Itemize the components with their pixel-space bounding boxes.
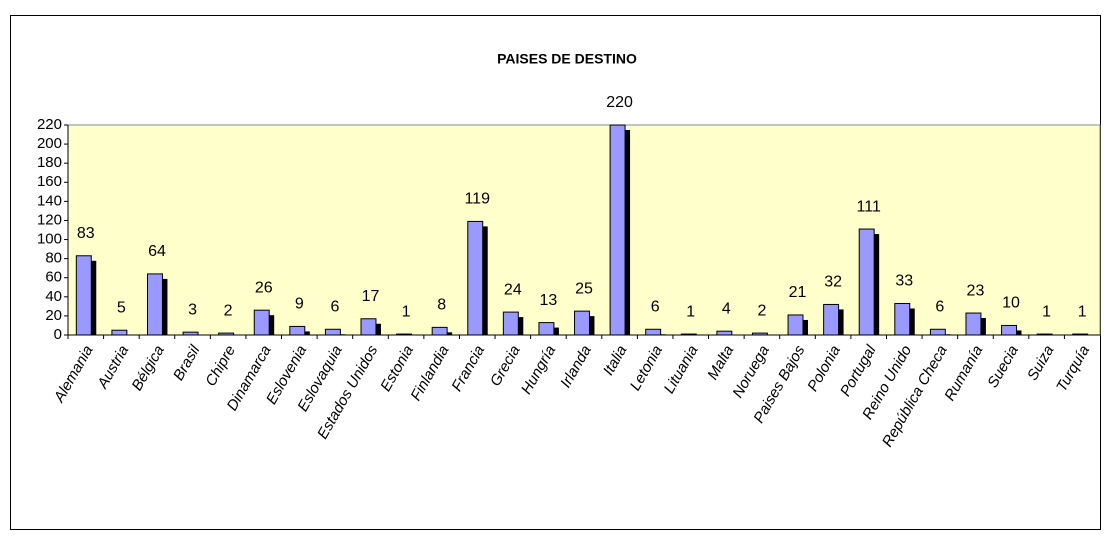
- y-tick-label: 80: [45, 250, 62, 267]
- value-label: 24: [504, 281, 522, 298]
- y-tick-label: 60: [45, 269, 62, 286]
- y-tick-label: 140: [37, 192, 62, 209]
- value-label: 6: [651, 298, 660, 315]
- value-label: 111: [857, 198, 881, 215]
- bar: [253, 309, 270, 336]
- y-tick-label: 220: [37, 116, 62, 133]
- bar: [289, 325, 306, 336]
- y-tick-label: 20: [45, 307, 62, 324]
- value-label: 2: [757, 302, 766, 319]
- value-label: 1: [402, 303, 411, 320]
- bar: [1036, 333, 1053, 336]
- y-tick-label: 100: [37, 231, 62, 248]
- y-tick-label: 160: [37, 173, 62, 190]
- value-label: 26: [255, 279, 273, 296]
- value-label: 4: [722, 300, 731, 317]
- bar: [751, 332, 768, 336]
- value-label: 32: [824, 274, 842, 291]
- value-label: 21: [789, 284, 807, 301]
- value-label: 23: [967, 282, 985, 299]
- bar: [787, 314, 804, 336]
- y-tick-label: 120: [37, 211, 62, 228]
- bar: [929, 328, 946, 336]
- value-label: 3: [188, 301, 197, 318]
- value-label: 64: [148, 243, 166, 260]
- bar: [111, 329, 128, 336]
- plot-area: [67, 124, 1101, 336]
- value-label: 6: [330, 298, 339, 315]
- y-tick-label: 200: [37, 135, 62, 152]
- bar: [965, 312, 982, 336]
- value-label: 9: [295, 296, 304, 313]
- bar: [1072, 333, 1089, 336]
- value-label: 6: [935, 298, 944, 315]
- bar: [146, 273, 163, 336]
- value-label: 119: [464, 191, 490, 208]
- value-label: 8: [437, 297, 446, 314]
- bar: [75, 255, 92, 336]
- bar: [538, 322, 555, 336]
- value-label: 1: [686, 303, 695, 320]
- bar: [218, 332, 235, 336]
- value-label: 17: [362, 288, 380, 305]
- bar: [894, 303, 911, 336]
- value-label: 5: [117, 299, 126, 316]
- value-label: 2: [224, 302, 233, 319]
- value-label: 1: [1042, 303, 1051, 320]
- value-label: 10: [1002, 295, 1020, 312]
- bar: [396, 333, 413, 336]
- y-tick-label: 0: [54, 326, 62, 343]
- bar: [823, 303, 840, 336]
- bar: [645, 328, 662, 336]
- bar: [324, 328, 341, 336]
- value-label: 13: [540, 292, 558, 309]
- y-tick-label: 180: [37, 154, 62, 171]
- value-label: 33: [895, 273, 913, 290]
- bar: [716, 330, 733, 336]
- bar: [858, 228, 875, 336]
- bar: [360, 318, 377, 336]
- bar: [182, 331, 199, 336]
- value-label: 25: [575, 280, 593, 297]
- bar: [467, 220, 484, 336]
- bar: [574, 310, 590, 336]
- value-label: 83: [77, 225, 95, 242]
- bar: [502, 311, 519, 336]
- bar: [431, 326, 448, 336]
- value-label: 1: [1078, 303, 1087, 320]
- chart-title: PAISES DE DESTINO: [497, 51, 637, 67]
- bar: [680, 333, 697, 336]
- value-label: 220: [606, 94, 633, 111]
- y-tick-label: 40: [45, 288, 62, 305]
- bar: [1001, 324, 1018, 336]
- bar: [609, 124, 626, 336]
